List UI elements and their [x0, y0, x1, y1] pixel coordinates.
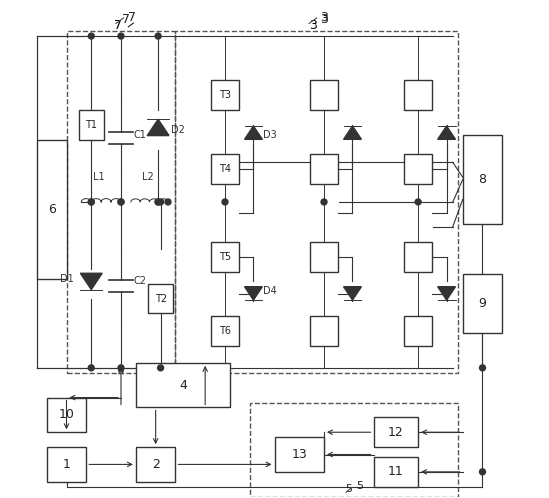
Circle shape [118, 33, 124, 39]
Polygon shape [147, 119, 169, 135]
Text: 3: 3 [309, 18, 317, 32]
Polygon shape [438, 287, 456, 300]
Bar [148, 284, 173, 313]
Bar [405, 154, 432, 184]
Bar [405, 316, 432, 346]
Text: 13: 13 [292, 448, 307, 461]
Bar [373, 417, 418, 447]
Bar [136, 447, 176, 482]
Text: 10: 10 [59, 408, 75, 421]
Polygon shape [438, 126, 456, 139]
Circle shape [415, 199, 421, 205]
Text: 11: 11 [388, 465, 404, 479]
Text: 9: 9 [479, 297, 486, 310]
Circle shape [321, 199, 327, 205]
Bar [211, 316, 239, 346]
Circle shape [155, 199, 161, 205]
Polygon shape [344, 287, 361, 300]
Circle shape [155, 199, 161, 205]
Circle shape [88, 199, 94, 205]
Bar [47, 397, 86, 432]
Text: 3: 3 [320, 13, 328, 26]
Text: 3: 3 [321, 11, 328, 24]
Text: T5: T5 [219, 252, 231, 262]
Text: 4: 4 [179, 378, 187, 392]
Bar [310, 154, 338, 184]
Circle shape [118, 199, 124, 205]
Bar [37, 140, 66, 279]
Text: 8: 8 [479, 173, 486, 186]
Polygon shape [344, 126, 361, 139]
Circle shape [88, 33, 94, 39]
Text: L2: L2 [142, 172, 154, 182]
Bar [463, 135, 502, 224]
Text: D4: D4 [264, 286, 277, 296]
Text: 1: 1 [63, 458, 70, 471]
Text: 7: 7 [122, 13, 130, 26]
Text: D3: D3 [264, 130, 277, 140]
Circle shape [158, 199, 164, 205]
Bar [463, 274, 502, 333]
Circle shape [479, 365, 485, 371]
Bar [250, 402, 458, 497]
Text: T4: T4 [219, 164, 231, 174]
Text: T1: T1 [85, 120, 97, 130]
Text: T2: T2 [154, 293, 167, 303]
Bar [310, 80, 338, 110]
Bar [66, 31, 176, 373]
Polygon shape [80, 273, 102, 290]
Bar [373, 457, 418, 487]
Text: 6: 6 [48, 203, 55, 216]
Bar [274, 437, 324, 472]
Bar [310, 316, 338, 346]
Bar [405, 80, 432, 110]
Text: T3: T3 [219, 90, 231, 100]
Bar [211, 243, 239, 272]
Polygon shape [244, 287, 262, 300]
Circle shape [479, 469, 485, 475]
Text: C1: C1 [133, 130, 146, 140]
Bar [136, 363, 230, 407]
Text: D2: D2 [171, 125, 184, 135]
Text: C2: C2 [133, 276, 147, 286]
Text: 2: 2 [152, 458, 160, 471]
Text: 5: 5 [345, 484, 352, 494]
Text: 7: 7 [128, 11, 136, 24]
Bar [176, 31, 458, 373]
Text: D1: D1 [60, 274, 74, 284]
Circle shape [118, 365, 124, 371]
Circle shape [118, 199, 124, 205]
Text: L1: L1 [93, 172, 104, 182]
Text: 5: 5 [356, 481, 363, 491]
Polygon shape [244, 126, 262, 139]
Bar [211, 80, 239, 110]
Text: 12: 12 [388, 426, 404, 439]
Bar [47, 447, 86, 482]
Circle shape [88, 199, 94, 205]
Circle shape [165, 199, 171, 205]
Bar [79, 111, 104, 140]
Bar [211, 154, 239, 184]
Text: 7: 7 [114, 18, 121, 32]
Circle shape [155, 33, 161, 39]
Bar [405, 243, 432, 272]
Bar [310, 243, 338, 272]
Circle shape [88, 365, 94, 371]
Circle shape [158, 365, 164, 371]
Text: T6: T6 [219, 326, 231, 336]
Circle shape [222, 199, 228, 205]
